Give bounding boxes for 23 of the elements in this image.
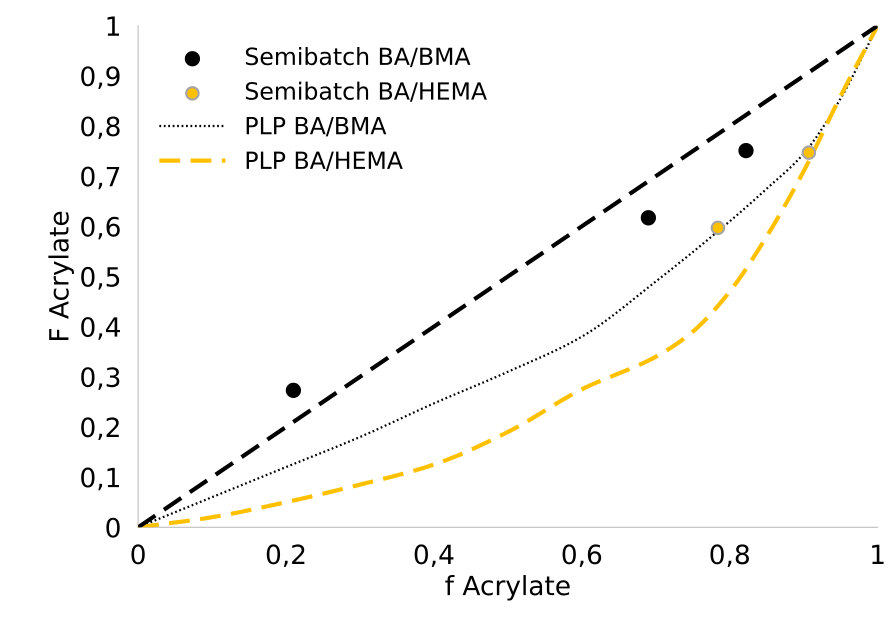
- y-tick-label: 0,7: [81, 166, 120, 190]
- x-tick-label: 0: [131, 544, 145, 564]
- x-tick-label: 0,6: [562, 544, 602, 568]
- y-tick-label: 0,4: [81, 317, 120, 340]
- x-axis-title: f Acrylate: [445, 575, 570, 601]
- y-tick-label: 0,2: [81, 417, 119, 440]
- y-tick-label: 0,1: [81, 468, 120, 490]
- y-tick-label: 0,6: [81, 216, 120, 240]
- legend-label: PLP BA/HEMA: [246, 152, 403, 172]
- y-tick-label: 0: [106, 518, 120, 538]
- x-tick-label: 0,2: [266, 544, 304, 568]
- y-tick-label: 0,9: [81, 66, 120, 89]
- legend-label: Semibatch BA/BMA: [246, 46, 470, 68]
- y-tick-label: 0,8: [81, 116, 120, 140]
- x-tick-label: 0,8: [710, 544, 749, 568]
- x-tick-label: 0,4: [414, 544, 454, 568]
- y-tick-label: 0,3: [81, 367, 120, 390]
- y-tick-label: 0,5: [81, 266, 120, 290]
- x-tick-label: 1: [872, 544, 884, 564]
- legend-label: Semibatch BA/HEMA: [246, 82, 487, 102]
- y-tick-label: 1: [108, 16, 119, 36]
- y-axis-title: F Acrylate: [48, 212, 74, 340]
- legend-label: PLP BA/BMA: [246, 117, 386, 136]
